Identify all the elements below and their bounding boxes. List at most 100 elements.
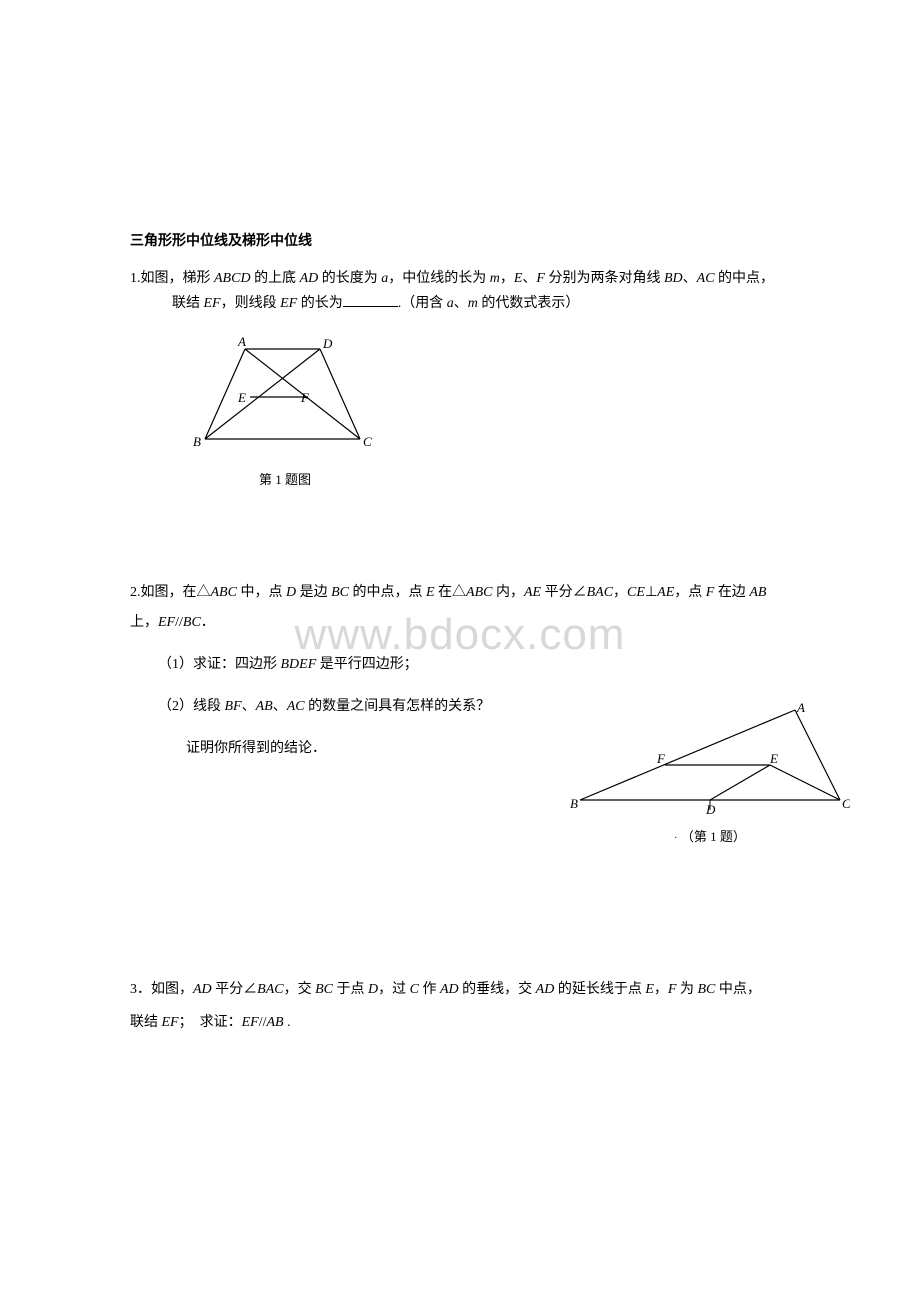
p2-l2-t2: ．: [201, 615, 215, 630]
p1-t3: 的长度为: [318, 271, 381, 286]
p1-t9: 的中点，: [715, 271, 775, 286]
p1-ad: AD: [300, 271, 319, 286]
problem-2-line1: 2.如图，在△ABC 中，点 D 是边 BC 的中点，点 E 在△ABC 内，A…: [130, 581, 790, 601]
p3-bc: BC: [315, 982, 333, 997]
problem-2-sub3: 证明你所得到的结论．: [130, 737, 790, 757]
p1-l2-t5: 、: [454, 296, 468, 311]
trapezoid-diagram: A D B C E F: [190, 334, 380, 454]
p2-s3: 证明你所得到的结论．: [186, 741, 326, 756]
p3-t6: 作: [419, 982, 440, 997]
problem-2-sub1: （1）求证：四边形 BDEF 是平行四边形；: [130, 653, 790, 673]
p2-t2: 中，点: [237, 585, 286, 600]
p2-abc2: ABC: [466, 585, 492, 600]
p1-t8: 、: [683, 271, 697, 286]
p2-t6: 内，: [492, 585, 524, 600]
p3-ang: ∠: [243, 982, 257, 997]
p2-ae2: AE: [657, 585, 674, 600]
fig2-C: C: [842, 796, 850, 811]
p3-t1: 如图，: [151, 982, 193, 997]
p1-t5: ，: [500, 271, 514, 286]
p2-s1-t2: 是平行四边形；: [316, 657, 418, 672]
p3-l2-t2: ； 求证：: [179, 1015, 242, 1030]
p2-ab: AB: [749, 585, 766, 600]
problem-2-line2: 上，EF//BC．: [130, 611, 790, 631]
p3-ef2: EF: [242, 1015, 259, 1030]
p3-t8: 的延长线于点: [554, 982, 645, 997]
p2-s2-t2b: 、: [273, 699, 287, 714]
p2-ae: AE: [524, 585, 541, 600]
p2-ac: AC: [287, 699, 305, 714]
blank-input[interactable]: [343, 293, 398, 307]
p3-ad2: AD: [440, 982, 459, 997]
p3-t3: ，交: [284, 982, 316, 997]
p1-l2-t3: 的长为: [297, 296, 343, 311]
p2-t7: 平分: [541, 585, 573, 600]
p3-t7: 的垂线，交: [459, 982, 536, 997]
p2-t3: 是边: [296, 585, 331, 600]
p1-t4: ，中位线的长为: [388, 271, 490, 286]
problem-3: 3．如图，AD 平分∠BAC，交 BC 于点 D，过 C 作 AD 的垂线，交 …: [130, 977, 790, 1036]
p1-t7: 分别为两条对角线: [545, 271, 664, 286]
p2-ang: ∠: [573, 585, 587, 600]
fig1-A: A: [237, 334, 246, 349]
fig2-B: B: [570, 796, 578, 811]
fig2-D: D: [705, 802, 716, 815]
fig1-D: D: [322, 336, 333, 351]
p2-d: D: [286, 585, 296, 600]
p2-s2-t3: 的数量之间具有怎样的关系？: [305, 699, 491, 714]
problem-1-text: 1.如图，梯形 ABCD 的上底 AD 的长度为 a，中位线的长为 m，E、F …: [130, 266, 790, 291]
problem-2: 2.如图，在△ABC 中，点 D 是边 BC 的中点，点 E 在△ABC 内，A…: [130, 581, 790, 757]
p1-number: 1.: [130, 271, 141, 286]
fig1-F: F: [300, 390, 310, 405]
p2-ab2: AB: [256, 699, 273, 714]
p3-t11: 中点，: [715, 982, 761, 997]
p1-m2: m: [468, 296, 478, 311]
p1-l2-t4: .（用含: [398, 296, 447, 311]
p2-e: E: [426, 585, 435, 600]
figure-1: A D B C E F 第 1 题图: [190, 334, 790, 491]
p1-ef1: EF: [204, 296, 221, 311]
p1-abcd: ABCD: [214, 271, 251, 286]
p2-t10: 在边: [714, 585, 749, 600]
fig1-E: E: [237, 390, 246, 405]
p2-perp: ⊥: [645, 585, 657, 600]
p1-m: m: [490, 271, 500, 286]
p3-t9: ，: [654, 982, 668, 997]
p1-ef2: EF: [280, 296, 297, 311]
problem-1-line2: 联结 EF，则线段 EF 的长为.（用含 a、m 的代数式表示）: [130, 291, 790, 316]
p2-t8: ，: [613, 585, 627, 600]
section-title: 三角形形中位线及梯形中位线: [130, 230, 790, 250]
p3-l2-t3: .: [284, 1015, 291, 1030]
p2-bf: BF: [225, 699, 242, 714]
p2-t9: ，点: [674, 585, 706, 600]
p3-num: 3．: [130, 982, 151, 997]
p1-l2-t2: ，则线段: [221, 296, 281, 311]
p3-bac: BAC: [257, 982, 283, 997]
fig2-cap-text: （第 1 题）: [687, 829, 746, 844]
p2-t1: 如图，在: [141, 585, 197, 600]
p3-e: E: [645, 982, 654, 997]
p2-bac: BAC: [587, 585, 613, 600]
problem-3-line2: 联结 EF； 求证：EF//AB .: [130, 1010, 790, 1037]
p1-t6: 、: [522, 271, 536, 286]
p3-ef: EF: [162, 1015, 179, 1030]
fig1-C: C: [363, 434, 372, 449]
p3-par: //: [259, 1015, 267, 1030]
p2-l2-t1: 上，: [130, 615, 158, 630]
p2-tri1: △: [197, 585, 211, 600]
p1-l2-t6: 的代数式表示）: [478, 296, 580, 311]
p3-d: D: [368, 982, 378, 997]
p1-t1: 如图，梯形: [141, 271, 215, 286]
p2-par: //: [175, 615, 183, 630]
p2-ef: EF: [158, 615, 175, 630]
p2-tri2: △: [452, 585, 466, 600]
p2-t5: 在: [435, 585, 453, 600]
p1-bd: BD: [664, 271, 683, 286]
p2-s1-t1: （1）求证：四边形: [158, 657, 281, 672]
fig2-A: A: [796, 700, 805, 715]
p1-ac: AC: [697, 271, 715, 286]
figure-2-caption: · （第 1 题）: [570, 826, 850, 845]
p2-s2-t2: 、: [242, 699, 256, 714]
p2-num: 2.: [130, 585, 141, 600]
p2-bc1: BC: [331, 585, 349, 600]
